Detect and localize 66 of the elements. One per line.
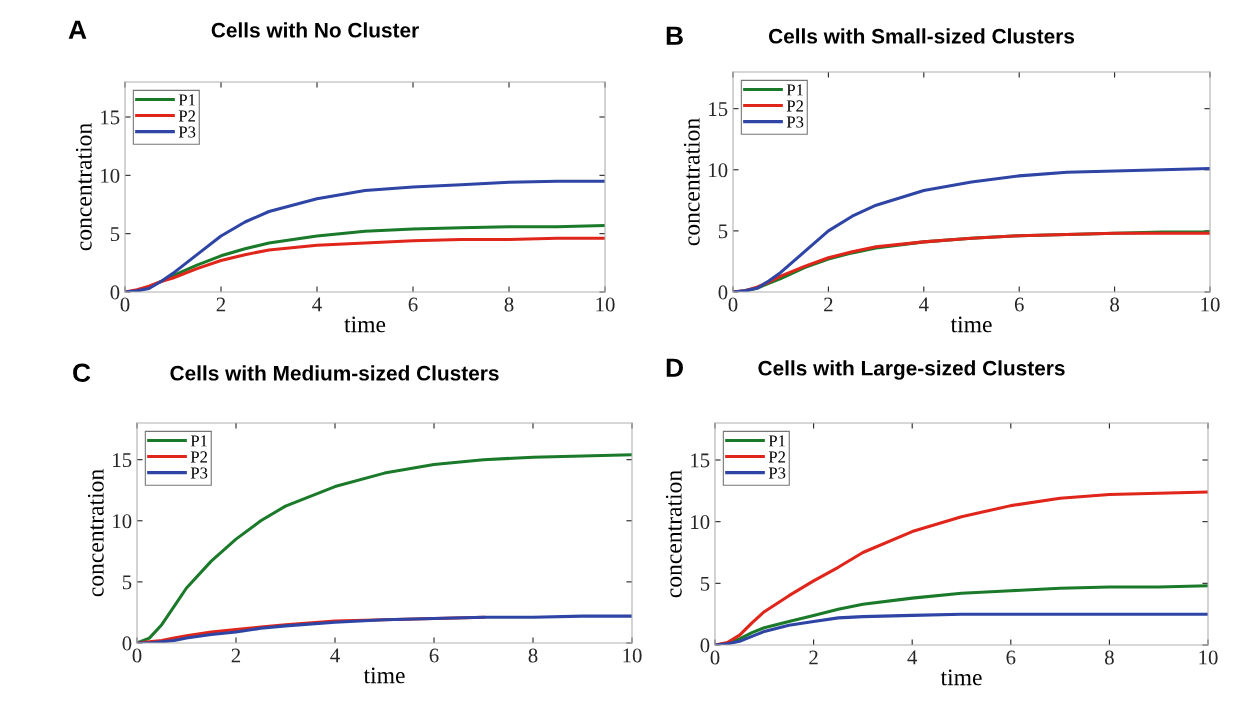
y-axis-title: concentration	[683, 118, 700, 246]
legend-label: P2	[768, 451, 786, 463]
x-axis-title: time	[940, 669, 982, 686]
text: A	[68, 20, 87, 39]
chart-title: Cells with Small-sized Clusters	[768, 28, 1075, 44]
y-tick-label: 0	[110, 285, 120, 300]
y-tick-label: 5	[110, 227, 120, 242]
y-tick-label: 15	[709, 102, 728, 117]
x-tick-label: 10	[623, 648, 642, 663]
text: B	[666, 26, 683, 45]
x-tick-label: 4	[919, 297, 929, 312]
x-tick-label: 2	[216, 297, 226, 312]
x-tick-label: 2	[231, 648, 241, 663]
x-tick-label: 6	[429, 648, 439, 663]
legend-label: P1	[786, 84, 803, 96]
legend-label: P3	[786, 116, 804, 128]
x-tick-label: 6	[408, 297, 418, 312]
y-tick-label: 0	[718, 285, 728, 300]
y-tick-label: 15	[101, 110, 120, 125]
chart-title: Cells with Large-sized Clusters	[758, 360, 1065, 380]
x-tick-label: 8	[504, 297, 514, 312]
chart-title: Cells with Medium-sized Clusters	[170, 365, 499, 381]
y-axis-title: concentration	[75, 123, 92, 251]
x-tick-label: 8	[1110, 297, 1120, 312]
x-axis-title: time	[344, 316, 386, 333]
x-tick-label: 10	[1201, 297, 1220, 312]
legend-label: P1	[768, 435, 785, 447]
text: D	[666, 358, 683, 377]
y-tick-label: 5	[700, 576, 710, 591]
x-tick-label: 10	[1199, 650, 1218, 665]
x-axis-title: time	[363, 667, 405, 684]
x-axis-title: time	[950, 316, 992, 333]
x-tick-label: 4	[312, 297, 322, 312]
legend-label: P3	[178, 126, 196, 138]
x-tick-label: 2	[824, 297, 833, 312]
x-tick-label: 6	[1006, 650, 1016, 665]
x-tick-label: 8	[1104, 650, 1114, 665]
x-tick-label: 2	[809, 650, 818, 665]
y-tick-label: 15	[113, 453, 132, 468]
x-tick-label: 8	[528, 648, 538, 663]
x-tick-label: 4	[907, 650, 918, 665]
legend-label: P2	[190, 451, 208, 463]
legend-label: P2	[786, 100, 804, 112]
y-axis-title: concentration	[665, 470, 682, 598]
legend-label: P1	[190, 435, 207, 447]
legend-label: P2	[178, 110, 196, 122]
y-axis-title: concentration	[87, 469, 104, 597]
chart-title: Cells with No Cluster	[211, 22, 419, 38]
y-tick-label: 10	[113, 514, 132, 529]
legend-label: P3	[768, 467, 786, 479]
y-tick-label: 0	[700, 638, 710, 653]
text: C	[73, 363, 91, 383]
legend-label: P1	[178, 94, 195, 106]
y-tick-label: 0	[122, 636, 132, 651]
x-tick-label: 0	[728, 297, 738, 312]
x-tick-label: 10	[596, 297, 615, 312]
x-tick-label: 6	[1014, 297, 1024, 312]
legend-label: P3	[190, 467, 208, 479]
y-tick-label: 5	[718, 224, 728, 239]
y-tick-label: 10	[709, 163, 728, 178]
y-tick-label: 10	[691, 515, 710, 530]
x-tick-label: 4	[330, 648, 340, 663]
y-tick-label: 5	[122, 575, 132, 590]
y-tick-label: 15	[691, 453, 710, 468]
x-tick-label: 0	[132, 648, 142, 663]
y-tick-label: 10	[101, 168, 120, 183]
